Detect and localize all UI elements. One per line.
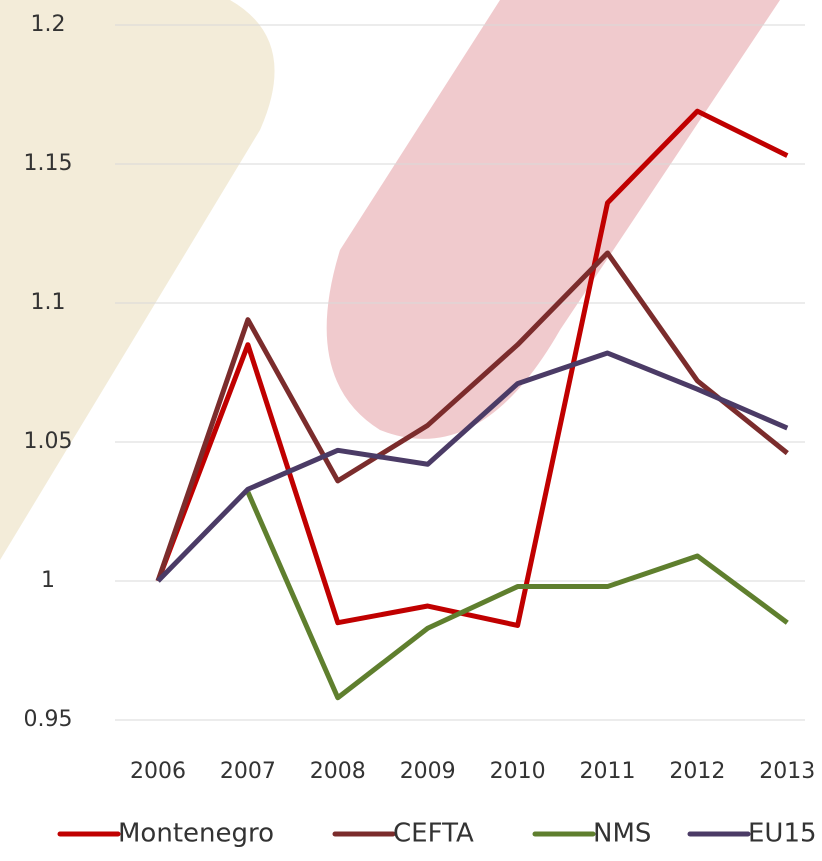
x-tick-label: 2007 [220,759,276,784]
y-tick-label: 1.2 [31,12,66,37]
y-tick-label: 1.05 [24,429,73,454]
legend-label: Montenegro [118,819,274,849]
chart: 0.95 1 1.05 1.1 1.15 1.2 2006 2007 2008 2009 2010 2… [0,0,822,857]
y-tick-label: 0.95 [24,707,73,732]
x-tick-label: 2006 [130,759,186,784]
x-tick-label: 2008 [310,759,366,784]
x-tick-label: 2012 [669,759,725,784]
x-tick-label: 2013 [759,759,815,784]
x-tick-label: 2010 [490,759,546,784]
x-tick-label: 2011 [580,759,636,784]
background-shape [0,0,275,560]
legend-label: CEFTA [393,819,474,849]
legend-label: EU15 [748,819,817,849]
y-tick-label: 1.15 [24,151,73,176]
y-tick-label: 1 [41,568,55,593]
y-tick-label: 1.1 [31,290,66,315]
legend-label: NMS [593,819,651,849]
x-tick-label: 2009 [400,759,456,784]
